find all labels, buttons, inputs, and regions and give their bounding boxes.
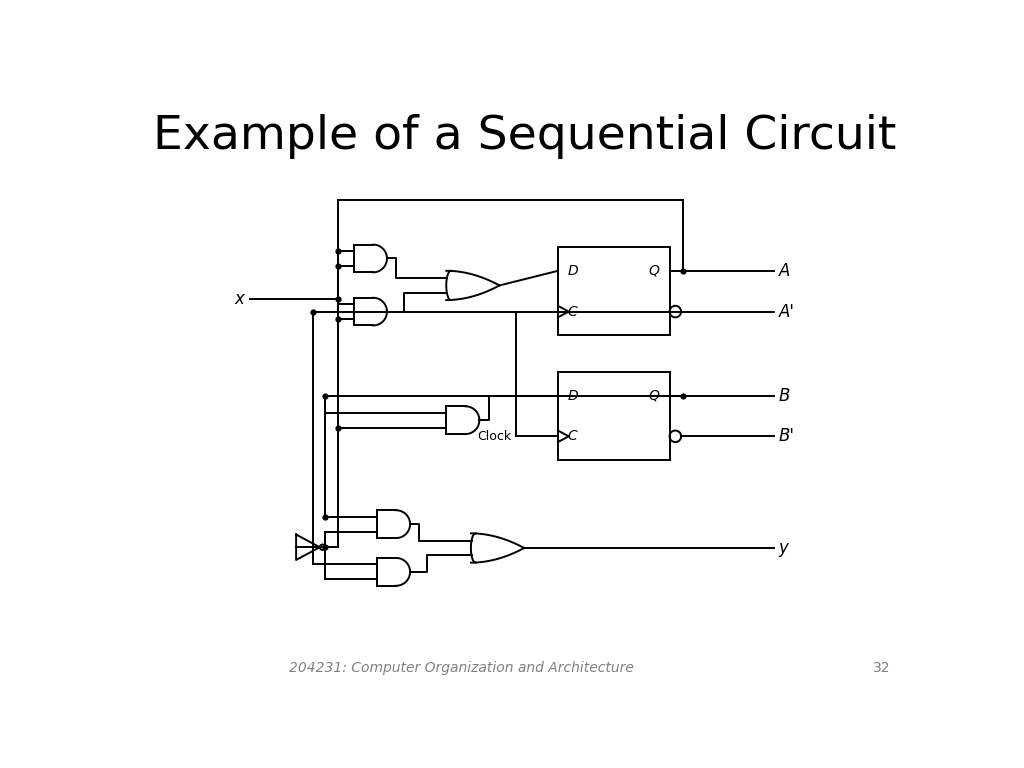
Text: y: y <box>779 539 788 557</box>
Text: B: B <box>779 386 791 405</box>
Text: Q: Q <box>648 264 659 278</box>
Text: Q: Q <box>648 389 659 402</box>
Text: A': A' <box>779 303 795 320</box>
Text: x: x <box>234 290 245 308</box>
Text: A: A <box>779 262 791 280</box>
Text: 204231: Computer Organization and Architecture: 204231: Computer Organization and Archit… <box>289 661 634 675</box>
Text: B': B' <box>779 427 795 445</box>
Text: D: D <box>568 264 579 278</box>
Bar <box>558 372 670 460</box>
Text: D: D <box>568 389 579 402</box>
Text: 32: 32 <box>872 661 890 675</box>
Text: Clock: Clock <box>477 430 512 443</box>
Text: Example of a Sequential Circuit: Example of a Sequential Circuit <box>154 114 896 159</box>
Text: C: C <box>568 305 578 319</box>
Text: C: C <box>568 429 578 443</box>
Bar <box>558 247 670 336</box>
